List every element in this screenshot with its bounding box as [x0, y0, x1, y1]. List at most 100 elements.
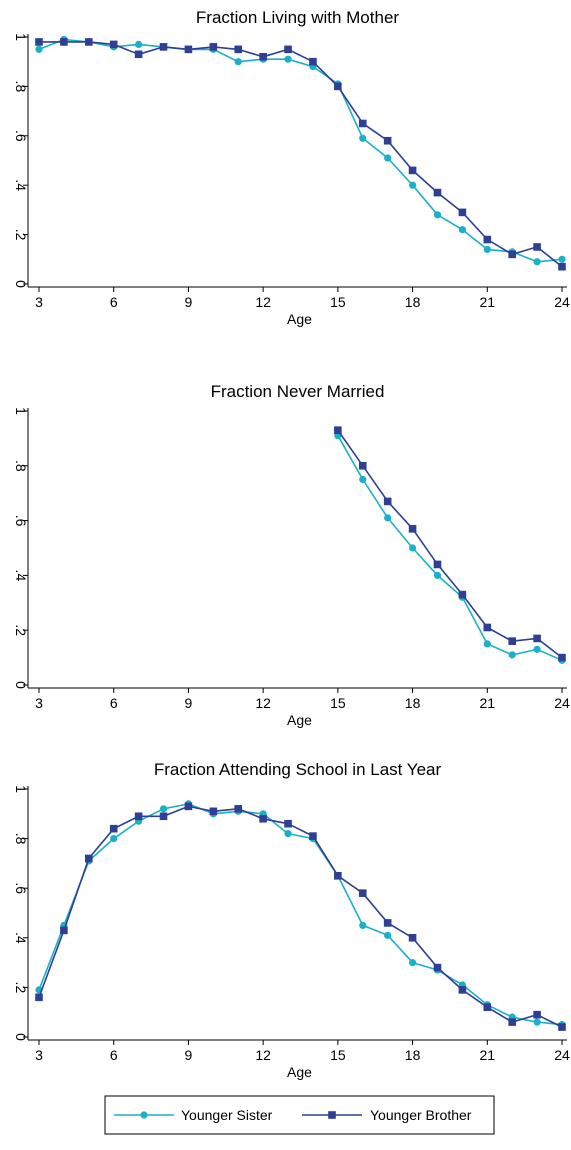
data-point-brother	[209, 807, 218, 816]
data-point-sister	[408, 181, 417, 189]
x-tick-label: 9	[185, 1047, 193, 1063]
data-point-brother	[383, 919, 392, 927]
data-point-brother	[234, 805, 243, 813]
x-tick-label: 6	[110, 1047, 118, 1063]
data-point-brother	[358, 462, 367, 470]
data-point-brother	[458, 208, 467, 217]
data-point-sister	[533, 645, 541, 653]
chart-panel-3: Fraction Attending School in Last Year 0.…	[13, 760, 570, 1080]
data-point-brother	[109, 40, 118, 49]
legend-label-sister: Younger Sister	[181, 1107, 273, 1123]
legend-marker-brother	[328, 1111, 336, 1119]
data-point-brother	[558, 262, 566, 271]
data-point-brother	[358, 119, 367, 128]
data-point-brother	[159, 43, 168, 51]
y-tick-label: .8	[13, 833, 29, 845]
data-point-brother	[408, 525, 417, 533]
data-point-brother	[109, 824, 118, 833]
y-tick-label: .6	[13, 130, 29, 142]
x-tick-label: 15	[330, 695, 346, 711]
y-tick-label: 0	[13, 280, 29, 288]
x-tick-label: 3	[35, 294, 43, 310]
data-point-brother	[334, 872, 342, 880]
chart-panel-1: Fraction Living with Mother 0 .2 .4 .6 .8 1 3 6 9…	[13, 8, 570, 327]
series-line-sister	[38, 38, 563, 263]
data-point-brother	[259, 814, 267, 823]
data-point-sister	[359, 134, 367, 142]
data-point-brother	[85, 854, 93, 863]
data-point-brother	[334, 426, 342, 434]
x-tick-label: 24	[554, 695, 570, 711]
data-point-sister	[359, 921, 367, 930]
data-point-brother	[458, 986, 467, 994]
data-point-brother	[309, 57, 317, 66]
data-point-brother	[234, 45, 243, 54]
series-line-brother	[38, 805, 563, 1028]
x-tick-label: 18	[405, 695, 421, 711]
data-point-brother	[533, 243, 541, 251]
x-tick-label: 24	[554, 1047, 570, 1063]
data-point-sister	[533, 1018, 541, 1026]
data-point-brother	[284, 45, 292, 54]
y-tick-label: .6	[13, 882, 29, 894]
data-point-brother	[334, 82, 342, 91]
x-tick-label: 6	[110, 695, 118, 711]
data-point-brother	[508, 250, 516, 259]
series-line-brother	[337, 429, 563, 659]
chart-panel-2: Fraction Never Married 0 .2 .4 .6 .8 1 3 6 9 12 15 1…	[13, 382, 570, 728]
data-point-brother	[483, 1003, 492, 1012]
data-point-sister	[384, 931, 392, 939]
data-point-sister	[110, 835, 118, 843]
data-point-sister	[433, 211, 442, 219]
data-point-brother	[134, 50, 143, 59]
data-point-brother	[184, 802, 193, 811]
data-point-brother	[533, 634, 541, 643]
data-point-brother	[458, 590, 467, 599]
x-tick-label: 3	[35, 1047, 43, 1063]
data-point-sister	[483, 245, 491, 254]
x-tick-label: 21	[479, 695, 495, 711]
x-tick-label: 15	[330, 294, 346, 310]
data-point-brother	[85, 38, 93, 46]
data-point-brother	[209, 43, 218, 51]
y-tick-label: .4	[13, 932, 29, 944]
y-tick-label: .6	[13, 515, 29, 527]
data-point-sister	[408, 544, 417, 552]
data-point-brother	[433, 963, 442, 972]
x-tick-label: 9	[185, 294, 193, 310]
x-tick-label: 18	[405, 1047, 421, 1063]
x-tick-label: 15	[330, 1047, 346, 1063]
data-point-brother	[408, 166, 417, 175]
data-point-brother	[259, 52, 267, 61]
data-point-sister	[408, 959, 417, 967]
legend: Younger Sister Younger Brother	[104, 1095, 495, 1135]
chart-title: Fraction Never Married	[211, 382, 385, 401]
y-tick-label: .8	[13, 81, 29, 93]
data-point-brother	[134, 812, 143, 821]
x-tick-label: 12	[255, 695, 271, 711]
data-point-brother	[309, 832, 317, 840]
data-point-brother	[508, 1018, 516, 1026]
y-tick-label: 1	[13, 33, 29, 41]
data-point-brother	[60, 926, 68, 935]
data-point-sister	[384, 514, 392, 522]
data-point-sister	[234, 58, 242, 66]
data-point-sister	[508, 651, 516, 659]
data-point-brother	[483, 623, 492, 632]
x-tick-label: 12	[255, 294, 271, 310]
y-tick-label: .2	[13, 624, 29, 636]
data-point-brother	[35, 993, 43, 1002]
legend-label-brother: Younger Brother	[370, 1107, 472, 1123]
data-point-brother	[159, 812, 168, 821]
data-point-sister	[284, 830, 292, 838]
data-point-brother	[408, 934, 417, 942]
data-point-brother	[383, 497, 392, 506]
data-point-sister	[384, 154, 392, 162]
data-point-sister	[433, 571, 442, 580]
data-point-brother	[433, 188, 442, 197]
data-point-sister	[135, 40, 143, 49]
data-point-brother	[284, 819, 292, 828]
chart-title: Fraction Attending School in Last Year	[154, 760, 442, 779]
x-tick-label: 3	[35, 695, 43, 711]
